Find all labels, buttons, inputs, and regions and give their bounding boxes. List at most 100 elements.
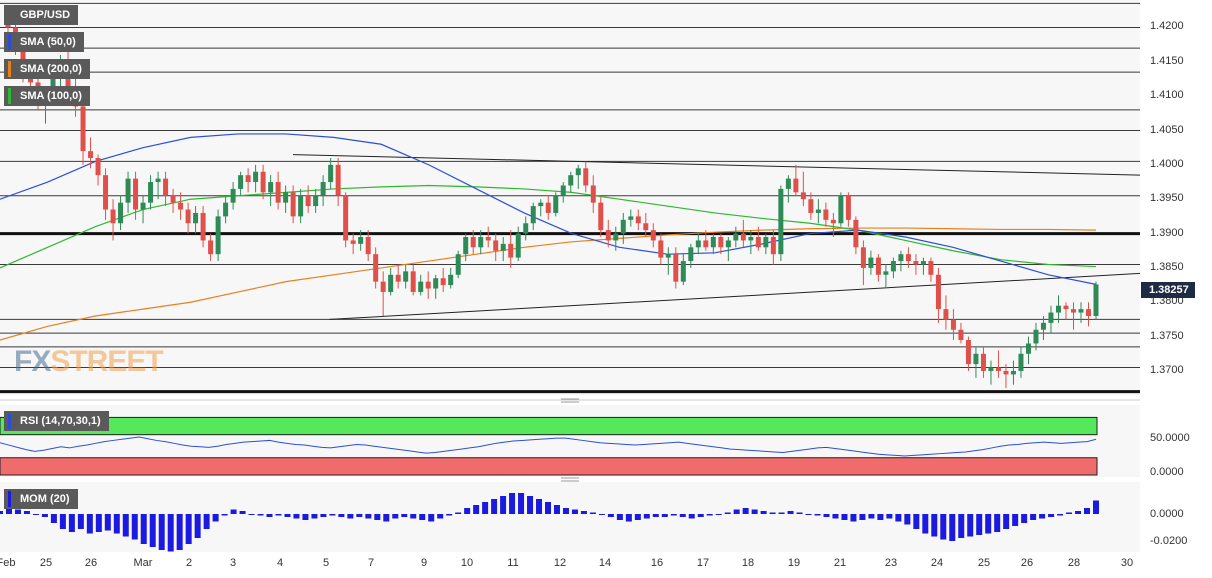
- candle-body: [920, 261, 926, 265]
- momentum-bar: [679, 514, 686, 517]
- candle-body: [313, 195, 319, 207]
- candle-body: [913, 261, 919, 265]
- momentum-bar: [545, 502, 551, 514]
- momentum-bar: [751, 509, 758, 514]
- price-tick-label: 1.3750: [1150, 329, 1184, 342]
- candle-body: [943, 309, 949, 320]
- sma100-label[interactable]: SMA (100,0): [4, 86, 90, 106]
- momentum-bar: [473, 505, 480, 514]
- candle-body: [110, 209, 116, 224]
- last-price-value: 1.38257: [1149, 284, 1189, 296]
- candle-body: [973, 353, 979, 365]
- price-tick-label: 1.4050: [1150, 123, 1184, 136]
- momentum-bar: [59, 514, 66, 529]
- momentum-bar: [194, 514, 201, 538]
- momentum-bar: [320, 514, 327, 517]
- sma100-text: SMA (100,0): [20, 90, 82, 102]
- candle-body: [170, 195, 176, 203]
- candle-body: [478, 237, 484, 248]
- candle-body: [103, 175, 109, 210]
- price-tick-label: 1.4000: [1150, 157, 1184, 170]
- momentum-bar: [724, 512, 731, 514]
- momentum-bar: [131, 514, 138, 540]
- momentum-bar: [1039, 514, 1046, 519]
- time-tick-label: 14: [598, 557, 612, 569]
- momentum-bar: [104, 514, 111, 531]
- candle-body: [860, 247, 866, 268]
- candle-body: [50, 75, 56, 93]
- momentum-bar: [5, 508, 12, 514]
- time-tick-label: 16: [650, 557, 664, 569]
- horizontal-levels: [0, 2, 1140, 394]
- momentum-bar: [113, 514, 120, 534]
- momentum-bar: [149, 514, 156, 547]
- candle-body: [395, 274, 401, 282]
- momentum-bar: [823, 514, 830, 517]
- momentum-bar: [670, 514, 677, 516]
- candle-body: [253, 171, 259, 183]
- mom-drag-handle[interactable]: [561, 477, 579, 482]
- candle-body: [628, 216, 634, 220]
- trendlines: [292, 154, 1141, 320]
- candle-body: [845, 195, 851, 220]
- candle-body: [710, 237, 716, 248]
- candle-body: [598, 202, 604, 231]
- momentum-bar: [922, 514, 929, 534]
- candle-body: [133, 178, 139, 210]
- trendline: [292, 154, 1141, 176]
- rsi-swatch: [8, 413, 11, 429]
- momentum-bar: [1075, 511, 1082, 514]
- rsi-text: RSI (14,70,30,1): [20, 415, 101, 427]
- price-tick-label: 1.3850: [1150, 260, 1184, 273]
- momentum-bar: [230, 509, 237, 514]
- candle-body: [1040, 322, 1046, 330]
- candle-body: [515, 233, 521, 258]
- time-tick-label: 25: [39, 557, 53, 569]
- momentum-bar: [1012, 514, 1019, 526]
- momentum-bar: [23, 511, 30, 514]
- candle-body: [688, 247, 694, 262]
- momentum-bar: [203, 514, 210, 529]
- price-tick-label: 1.4200: [1150, 20, 1184, 33]
- momentum-bar: [383, 514, 390, 522]
- rsi-zones: [0, 416, 1098, 476]
- momentum-bar: [706, 514, 713, 516]
- candle-body: [155, 178, 161, 183]
- momentum-bar: [715, 514, 722, 515]
- candle-body: [523, 223, 529, 234]
- momentum-bar: [518, 493, 525, 514]
- sma200-label[interactable]: SMA (200,0): [4, 59, 90, 79]
- price-tick-label: 1.3800: [1150, 295, 1184, 308]
- momentum-bar: [401, 514, 408, 517]
- candle-body: [928, 261, 934, 275]
- momentum-label[interactable]: MOM (20): [4, 489, 78, 509]
- momentum-bar: [536, 499, 543, 514]
- candle-body: [200, 212, 206, 241]
- momentum-bar: [1021, 514, 1028, 523]
- candle-body: [1018, 353, 1024, 371]
- candle-body: [1063, 305, 1069, 310]
- time-tick-label: 23: [884, 557, 898, 569]
- momentum-bar: [68, 514, 75, 532]
- candle-body: [875, 257, 881, 275]
- rsi-label[interactable]: RSI (14,70,30,1): [4, 411, 109, 431]
- sma50-label[interactable]: SMA (50,0): [4, 32, 84, 52]
- candle-body: [305, 195, 311, 207]
- momentum-bar: [248, 514, 255, 515]
- candle-body: [1078, 309, 1084, 313]
- candle-body: [755, 237, 761, 248]
- candle-body: [358, 237, 364, 244]
- last-price-tag: 1.38257: [1141, 282, 1195, 298]
- time-tick-label: 17: [696, 557, 710, 569]
- candle-body: [680, 261, 686, 282]
- momentum-bar: [86, 514, 93, 534]
- momentum-bar: [1057, 514, 1064, 516]
- symbol-label[interactable]: GBP/USD: [4, 5, 79, 25]
- momentum-bar: [167, 514, 174, 552]
- rsi-drag-handle[interactable]: [561, 398, 579, 403]
- candle-body: [260, 171, 266, 193]
- candle-body: [605, 230, 611, 241]
- candle-body: [778, 188, 784, 255]
- candle-body: [718, 237, 724, 248]
- momentum-bar: [940, 514, 947, 540]
